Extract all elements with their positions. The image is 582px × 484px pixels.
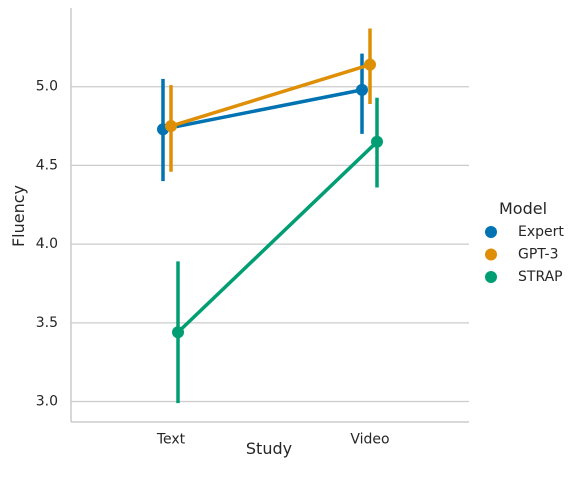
y-tick-label: 3.5 xyxy=(36,315,58,331)
data-point xyxy=(371,135,383,148)
legend-label: Expert xyxy=(518,224,564,240)
y-tick-label: 5.0 xyxy=(36,79,58,95)
y-tick-label: 4.5 xyxy=(36,157,58,173)
series xyxy=(157,28,383,404)
x-tick-labels: Text Video xyxy=(156,432,390,448)
legend-marker xyxy=(485,248,497,261)
legend-marker xyxy=(485,271,497,283)
axes xyxy=(70,8,469,423)
legend-title: Model xyxy=(499,199,547,218)
x-tick-label: Text xyxy=(156,432,186,448)
x-axis-title: Study xyxy=(246,439,292,458)
data-point xyxy=(364,58,376,71)
y-tick-label: 4.0 xyxy=(36,236,58,252)
y-axis-title: Fluency xyxy=(9,185,28,247)
data-point xyxy=(356,83,368,96)
series-line xyxy=(162,88,363,131)
series-line xyxy=(170,62,371,128)
legend: Model Expert GPT-3 STRAP xyxy=(485,199,564,285)
series-strap xyxy=(172,97,383,404)
series-line xyxy=(176,140,379,334)
series-gpt-3 xyxy=(165,28,376,172)
data-point xyxy=(172,326,184,339)
legend-marker xyxy=(485,226,497,238)
series-expert xyxy=(157,53,368,182)
legend-label: STRAP xyxy=(518,269,563,285)
data-point xyxy=(165,120,177,133)
y-tick-label: 3.0 xyxy=(36,394,58,410)
y-tick-labels: 3.0 3.5 4.0 4.5 5.0 xyxy=(36,79,58,410)
x-tick-label: Video xyxy=(350,432,389,448)
legend-label: GPT-3 xyxy=(518,247,559,263)
